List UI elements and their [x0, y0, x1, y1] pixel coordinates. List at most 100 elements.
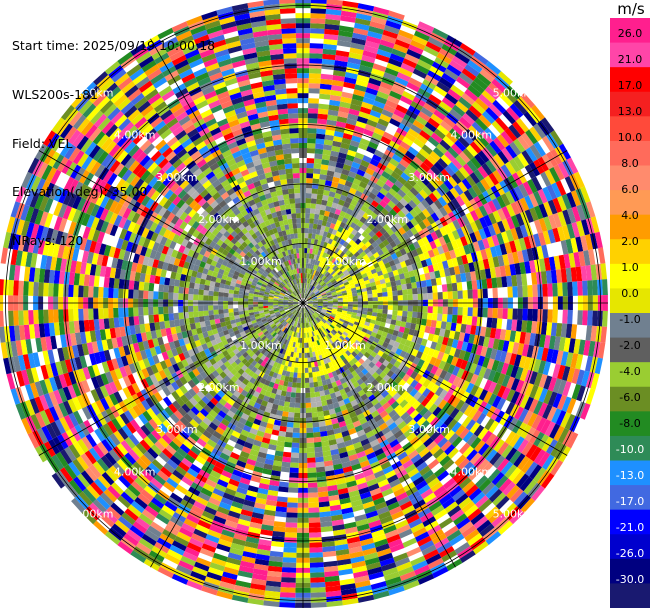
velocity-gate	[239, 477, 251, 486]
velocity-gate	[299, 342, 302, 348]
velocity-gate	[463, 263, 471, 273]
velocity-gate	[272, 424, 281, 431]
velocity-gate	[304, 357, 308, 363]
velocity-gate	[433, 485, 447, 497]
velocity-gate	[557, 427, 570, 444]
velocity-gate	[393, 192, 403, 202]
velocity-gate	[308, 228, 313, 234]
velocity-gate	[413, 268, 420, 277]
velocity-gate	[420, 244, 428, 254]
velocity-gate	[306, 295, 311, 300]
velocity-gate	[350, 263, 357, 270]
velocity-gate	[484, 506, 500, 520]
velocity-gate	[484, 417, 495, 431]
velocity-gate	[592, 279, 598, 296]
velocity-gate	[344, 230, 352, 238]
velocity-gate	[504, 431, 517, 445]
velocity-gate	[518, 408, 529, 423]
velocity-gate	[308, 321, 312, 327]
velocity-gate	[416, 337, 423, 345]
velocity-gate	[459, 42, 476, 56]
velocity-gate	[292, 352, 297, 358]
velocity-gate	[283, 380, 289, 387]
velocity-gate	[365, 208, 374, 216]
velocity-gate	[286, 502, 298, 508]
velocity-gate	[312, 300, 318, 302]
velocity-gate	[317, 188, 324, 195]
velocity-gate	[311, 286, 316, 292]
velocity-gate	[500, 362, 510, 375]
velocity-gate	[457, 181, 468, 193]
velocity-gate	[501, 444, 514, 459]
velocity-gate	[305, 198, 312, 204]
velocity-gate	[461, 341, 469, 352]
velocity-gate	[399, 248, 407, 256]
velocity-gate	[330, 448, 340, 456]
velocity-gate	[370, 187, 380, 196]
velocity-gate	[305, 312, 308, 318]
velocity-gate	[307, 143, 316, 149]
velocity-gate	[486, 236, 495, 248]
velocity-gate	[319, 390, 326, 397]
velocity-gate	[522, 285, 528, 298]
velocity-gate	[223, 566, 239, 576]
velocity-gate	[309, 63, 322, 69]
velocity-gate	[175, 484, 189, 495]
velocity-gate	[402, 90, 416, 101]
velocity-gate	[324, 346, 330, 353]
velocity-gate	[538, 203, 549, 218]
velocity-gate	[412, 35, 428, 46]
velocity-gate	[319, 516, 332, 523]
velocity-gate	[367, 354, 375, 362]
velocity-gate	[323, 323, 329, 329]
velocity-gate	[251, 444, 261, 452]
velocity-gate	[305, 283, 308, 289]
velocity-gate	[505, 144, 518, 159]
velocity-gate	[441, 402, 452, 413]
velocity-gate	[498, 478, 513, 493]
velocity-gate	[339, 239, 346, 246]
velocity-gate	[307, 487, 318, 493]
velocity-gate	[319, 288, 325, 293]
velocity-gate	[542, 361, 551, 376]
velocity-gate	[408, 77, 423, 88]
velocity-gate	[410, 217, 419, 227]
velocity-gate	[317, 239, 322, 246]
velocity-gate	[288, 407, 295, 413]
velocity-gate	[454, 51, 471, 65]
velocity-gate	[575, 266, 583, 282]
velocity-gate	[319, 230, 325, 236]
velocity-gate	[364, 557, 380, 566]
velocity-gate	[387, 328, 395, 335]
velocity-gate	[312, 421, 320, 428]
velocity-gate	[550, 130, 564, 147]
velocity-gate	[276, 409, 283, 417]
velocity-gate	[316, 193, 324, 200]
velocity-gate	[406, 406, 416, 416]
velocity-gate	[417, 238, 425, 248]
velocity-gate	[469, 221, 479, 233]
velocity-gate	[307, 113, 318, 119]
velocity-gate	[338, 272, 345, 278]
velocity-gate	[448, 432, 459, 445]
velocity-gate	[380, 317, 387, 323]
velocity-gate	[426, 426, 438, 438]
velocity-gate	[457, 457, 470, 470]
velocity-gate	[379, 515, 393, 525]
velocity-gate	[341, 267, 347, 273]
velocity-gate	[385, 318, 392, 325]
velocity-gate	[313, 324, 318, 331]
velocity-gate	[414, 63, 430, 75]
velocity-gate	[346, 536, 361, 544]
velocity-gate	[326, 340, 332, 346]
velocity-gate	[358, 142, 369, 151]
velocity-gate	[496, 232, 505, 245]
velocity-gate	[304, 317, 307, 323]
velocity-gate	[337, 263, 343, 269]
velocity-gate	[309, 316, 313, 322]
velocity-gate	[291, 361, 296, 368]
velocity-gate	[461, 461, 474, 474]
velocity-gate	[346, 390, 354, 398]
velocity-gate	[334, 285, 340, 290]
velocity-gate	[445, 404, 456, 416]
